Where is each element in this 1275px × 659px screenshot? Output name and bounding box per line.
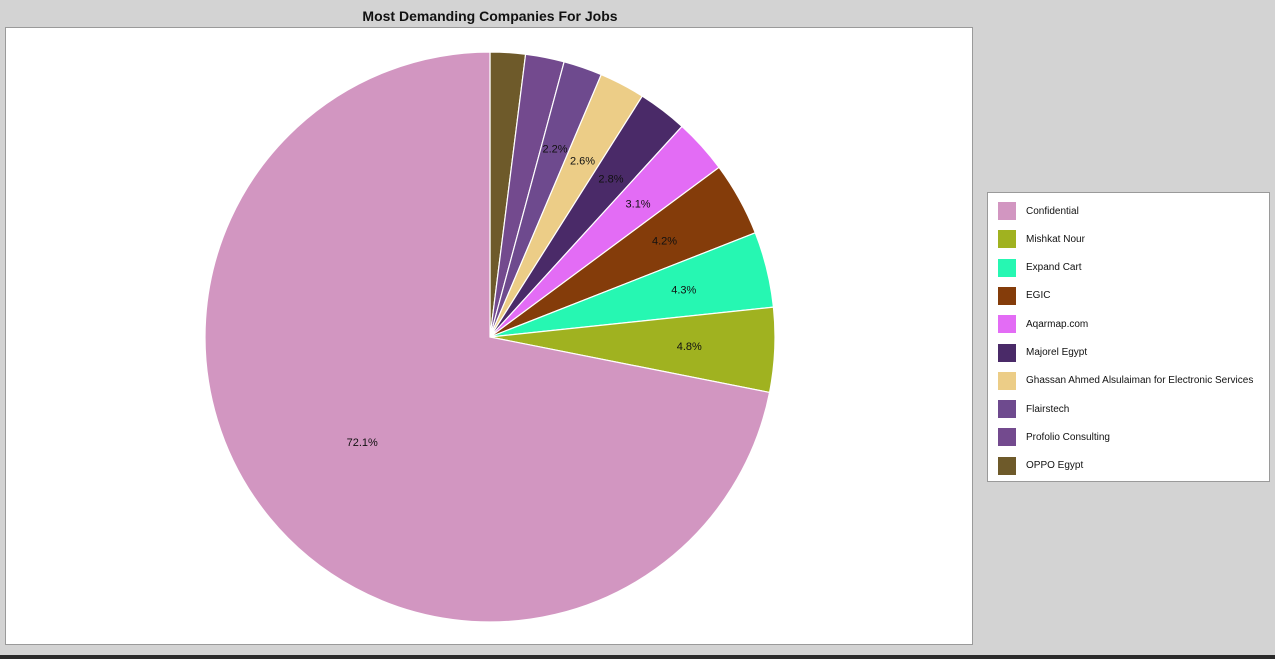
legend-swatch: [998, 258, 1016, 277]
legend-label: OPPO Egypt: [1026, 460, 1084, 472]
legend-item: Expand Cart: [998, 258, 1082, 278]
legend-swatch: [998, 230, 1016, 249]
legend-item: Aqarmap.com: [998, 314, 1088, 334]
legend-label: Ghassan Ahmed Alsulaiman for Electronic …: [1026, 375, 1254, 387]
plot-area: 2.2% 2.6% 2.8% 3.1% 4.2% 4.3% 4.8% 72.1%: [5, 27, 973, 645]
legend-label: EGIC: [1026, 290, 1051, 302]
legend-label: Confidential: [1026, 205, 1079, 217]
legend-item: Ghassan Ahmed Alsulaiman for Electronic …: [998, 371, 1253, 391]
legend-item: Majorel Egypt: [998, 343, 1087, 363]
pie-chart: 2.2%2.6%2.8% 3.1% 4.2% 4.3% 4.8% 72.1%: [204, 51, 776, 623]
legend-label: Flairstech: [1026, 403, 1070, 415]
legend-item: Confidential: [998, 201, 1079, 221]
slice-value-label: 2.8%: [598, 173, 623, 185]
legend-item: OPPO Egypt: [998, 456, 1083, 476]
legend-swatch: [998, 428, 1016, 447]
legend-swatch: [998, 456, 1016, 475]
chart-title: Most Demanding Companies For Jobs: [362, 8, 618, 24]
legend-swatch: [998, 371, 1016, 390]
legend-label: Majorel Egypt: [1026, 347, 1088, 358]
slice-value-label: 2.6%: [570, 155, 595, 167]
legend-swatch: [998, 202, 1016, 220]
pie-slice-confidential: [204, 51, 771, 623]
legend-label: Aqarmap.com: [1026, 318, 1089, 330]
legend-item: Profolio Consulting: [998, 427, 1110, 447]
legend: Confidential Mishkat Nour Expand Cart EGIC A…: [987, 192, 1270, 482]
legend-label: Mishkat Nour: [1026, 233, 1085, 245]
legend-label: Profolio Consulting: [1026, 431, 1110, 443]
slice-value-label: 4.2%: [652, 235, 677, 247]
legend-label: Expand Cart: [1026, 262, 1082, 274]
bottom-bar: [0, 655, 1275, 659]
slice-value-label: 72.1%: [347, 437, 378, 449]
legend-item: EGIC: [998, 286, 1050, 306]
legend-swatch: [998, 343, 1016, 362]
legend-swatch: [998, 400, 1016, 419]
slice-value-label: 4.3%: [671, 285, 696, 297]
legend-item: Flairstech: [998, 399, 1069, 419]
legend-swatch: [998, 286, 1016, 305]
legend-item: Mishkat Nour: [998, 229, 1085, 249]
legend-swatch: [998, 315, 1016, 334]
slice-value-label: 2.2%: [542, 143, 567, 155]
slice-value-label: 4.8%: [677, 341, 702, 353]
slice-value-label: 3.1%: [626, 198, 651, 210]
